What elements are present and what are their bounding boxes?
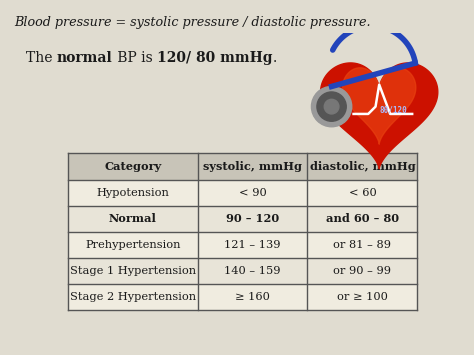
Text: 80/120: 80/120 (380, 106, 408, 115)
Text: Hypotension: Hypotension (97, 187, 169, 198)
Text: systolic, mmHg: systolic, mmHg (203, 161, 302, 172)
Bar (68, 180, 418, 206)
Text: Normal: Normal (109, 213, 157, 224)
Text: Category: Category (104, 161, 162, 172)
Text: < 60: < 60 (348, 187, 376, 198)
Text: Stage 1 Hypertension: Stage 1 Hypertension (70, 266, 196, 276)
Text: or 90 – 99: or 90 – 99 (333, 266, 392, 276)
Text: 121 – 139: 121 – 139 (224, 240, 281, 250)
Polygon shape (320, 63, 438, 169)
Text: ≥ 160: ≥ 160 (235, 293, 270, 302)
Bar (68, 258, 418, 284)
Text: or 81 – 89: or 81 – 89 (333, 240, 392, 250)
Text: < 90: < 90 (238, 187, 266, 198)
Bar (68, 206, 418, 232)
Text: Prehypertension: Prehypertension (85, 240, 181, 250)
Circle shape (317, 92, 346, 121)
Bar (68, 284, 418, 311)
Text: and 60 – 80: and 60 – 80 (326, 213, 399, 224)
Text: The: The (26, 51, 57, 65)
Text: Stage 2 Hypertension: Stage 2 Hypertension (70, 293, 196, 302)
Bar (68, 232, 418, 258)
Text: BP is: BP is (113, 51, 157, 65)
Circle shape (324, 99, 339, 114)
Text: 120/ 80 mmHg: 120/ 80 mmHg (157, 51, 273, 65)
Bar (68, 153, 418, 180)
Text: 90 – 120: 90 – 120 (226, 213, 279, 224)
Text: diastolic, mmHg: diastolic, mmHg (310, 161, 415, 172)
Text: .: . (273, 51, 276, 65)
Text: 140 – 159: 140 – 159 (224, 266, 281, 276)
Text: normal: normal (57, 51, 113, 65)
Polygon shape (343, 68, 416, 144)
Circle shape (311, 87, 352, 127)
Text: or ≥ 100: or ≥ 100 (337, 293, 388, 302)
Text: Blood pressure = systolic pressure / diastolic pressure.: Blood pressure = systolic pressure / dia… (14, 16, 371, 29)
